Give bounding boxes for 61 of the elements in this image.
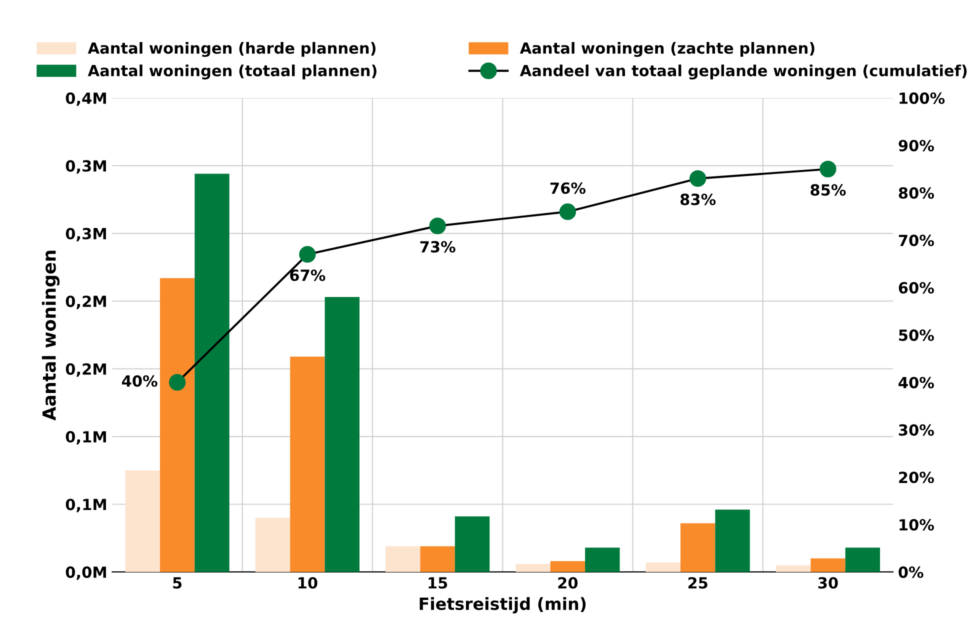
y-tick-label: 0,0M [66, 566, 106, 580]
bar [646, 562, 680, 572]
y-tick-label: 0,1M [66, 498, 106, 512]
y2-tick-label: 50% [899, 329, 934, 341]
y-tick-label: 0,3M [66, 160, 106, 174]
y2-tick-label: 90% [898, 140, 934, 152]
y2-tick-label: 60% [898, 282, 934, 294]
x-tick-label: 15 [428, 577, 448, 589]
data-label: 67% [290, 269, 326, 282]
bar [585, 548, 620, 572]
bar [715, 510, 750, 572]
y-tick-label: 0,1M [66, 430, 106, 445]
legend-label: Aantal woningen (harde plannen) [88, 42, 376, 57]
x-tick-label: 20 [558, 577, 578, 589]
y-tick-label: 0,2M [66, 363, 106, 377]
bar [160, 278, 195, 572]
point [690, 170, 706, 187]
data-label: 40% [122, 375, 158, 387]
bar [516, 564, 550, 572]
legend-label: Aandeel van totaal geplande woningen (cumulatief) [520, 64, 967, 80]
data-label: 73% [420, 241, 456, 253]
bar [386, 546, 420, 572]
y2-tick-label: 20% [899, 472, 934, 484]
x-tick-label: 25 [688, 577, 708, 589]
bar [194, 174, 230, 572]
x-tick-label: 5 [173, 577, 182, 589]
point [168, 374, 186, 391]
y-tick-label: 0,3M [66, 228, 106, 242]
y2-tick-label: 100% [900, 92, 945, 104]
y2-tick-label: 30% [898, 424, 934, 436]
y2-tick-label: 40% [898, 376, 934, 388]
legend-label: Aantal woningen (totaal plannen) [88, 64, 376, 80]
bar [845, 548, 880, 572]
bar [125, 470, 160, 572]
bar [810, 558, 846, 572]
bar [454, 516, 490, 572]
x-tick-label: 10 [298, 577, 318, 589]
data-label: 85% [810, 184, 846, 196]
bar [680, 523, 716, 572]
x-axis-title: Fietsreistijd (min) [420, 597, 586, 614]
bar [776, 565, 811, 572]
data-label: 83% [680, 194, 716, 206]
point [429, 218, 446, 234]
point [299, 246, 316, 263]
y2-tick-label: 80% [898, 187, 934, 199]
bar [420, 546, 455, 572]
y2-tick-label: 0% [898, 566, 924, 578]
y-tick-label: 0,2M [66, 296, 106, 310]
bar [290, 356, 325, 572]
bar [324, 297, 360, 572]
y-axis-title: Aantal woningen [42, 250, 60, 421]
x-tick-label: 30 [818, 577, 838, 589]
bar [255, 518, 290, 572]
y2-tick-label: 70% [898, 234, 934, 246]
point [559, 203, 576, 220]
legend-label: Aantal woningen (zachte plannen) [520, 42, 814, 57]
data-label: 76% [550, 182, 586, 194]
bar [550, 561, 586, 572]
y2-tick-label: 10% [900, 519, 934, 531]
y-tick-label: 0,4M [66, 92, 106, 106]
point [820, 160, 836, 178]
